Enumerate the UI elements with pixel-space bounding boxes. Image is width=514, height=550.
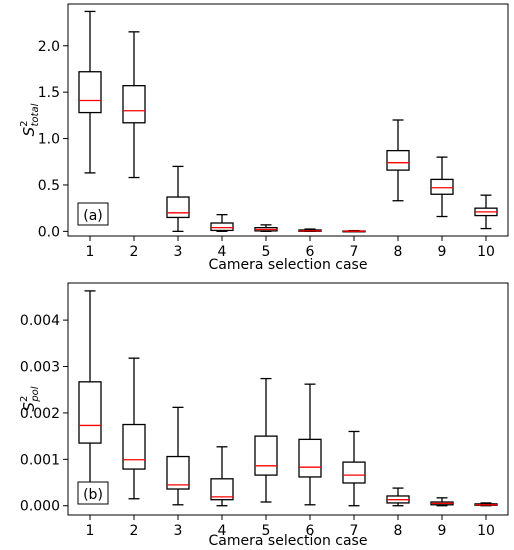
iqr-box [211,223,233,230]
box-case-8 [387,488,409,506]
box-case-7 [343,231,365,232]
iqr-box [431,179,453,194]
box-case-2 [123,32,145,178]
panel-label: (a) [78,203,108,225]
x-tick-label: 1 [86,523,95,539]
x-tick-label: 9 [438,244,447,260]
y-tick-label: 0.004 [20,313,60,329]
iqr-box [255,436,277,475]
box-case-9 [431,498,453,506]
box-case-1 [79,11,101,172]
box-case-5 [255,225,277,231]
x-tick-label: 3 [174,244,183,260]
x-tick-label: 3 [174,523,183,539]
x-tick-label: 1 [86,244,95,260]
y-axis-label: S2pol [19,386,41,411]
box-case-4 [211,447,233,506]
x-tick-label: 9 [438,523,447,539]
x-tick-label: 2 [130,523,139,539]
panel-label-text: (b) [83,487,103,503]
y-tick-label: 0.000 [20,499,60,515]
y-tick-label: 2.0 [38,39,60,55]
box-case-3 [167,166,189,231]
y-axis-label-base: S [20,126,38,136]
box-case-9 [431,157,453,216]
box-case-2 [123,358,145,499]
box-case-1 [79,291,101,486]
box-case-8 [387,120,409,201]
y-axis-label: S2total [19,103,41,136]
y-tick-label: 1.5 [38,85,60,101]
iqr-box [167,197,189,217]
y-tick-label: 0.5 [38,178,60,194]
y-tick-label: 0.003 [20,360,60,376]
x-tick-label: 8 [394,523,403,539]
x-axis-label: Camera selection case [209,257,368,273]
box-case-6 [299,384,321,505]
box-case-6 [299,229,321,231]
box-case-4 [211,215,233,232]
x-tick-label: 10 [477,523,495,539]
y-tick-label: 0.0 [38,224,60,240]
y-tick-label: 0.001 [20,452,60,468]
iqr-box [79,72,101,113]
box-case-7 [343,431,365,505]
panel-label: (b) [78,482,108,504]
iqr-box [343,462,365,483]
y-tick-label: 1.0 [38,132,60,148]
iqr-box [387,151,409,170]
x-tick-label: 2 [130,244,139,260]
box-case-10 [475,503,497,506]
y-axis-label-sup: 2 [19,396,30,402]
y-axis-label-sup: 2 [19,120,30,126]
y-axis-label-sub: total [30,103,41,126]
y-axis-label-base: S [20,402,38,412]
iqr-box [79,382,101,443]
panel-a-total-variance-chart: 0.00.51.01.52.01 2 3 4 5 6 7 8 9 10(a)Camera sele… [19,4,508,273]
iqr-box [299,439,321,477]
x-tick-label: 8 [394,244,403,260]
box-case-3 [167,407,189,504]
x-tick-label: 10 [477,244,495,260]
iqr-box [123,86,145,123]
y-axis-label-sub: pol [30,386,41,402]
box-case-5 [255,379,277,502]
panel-label-text: (a) [83,208,103,224]
iqr-box [123,425,145,470]
x-axis-label: Camera selection case [209,533,368,549]
box-case-10 [475,195,497,228]
iqr-box [167,457,189,489]
